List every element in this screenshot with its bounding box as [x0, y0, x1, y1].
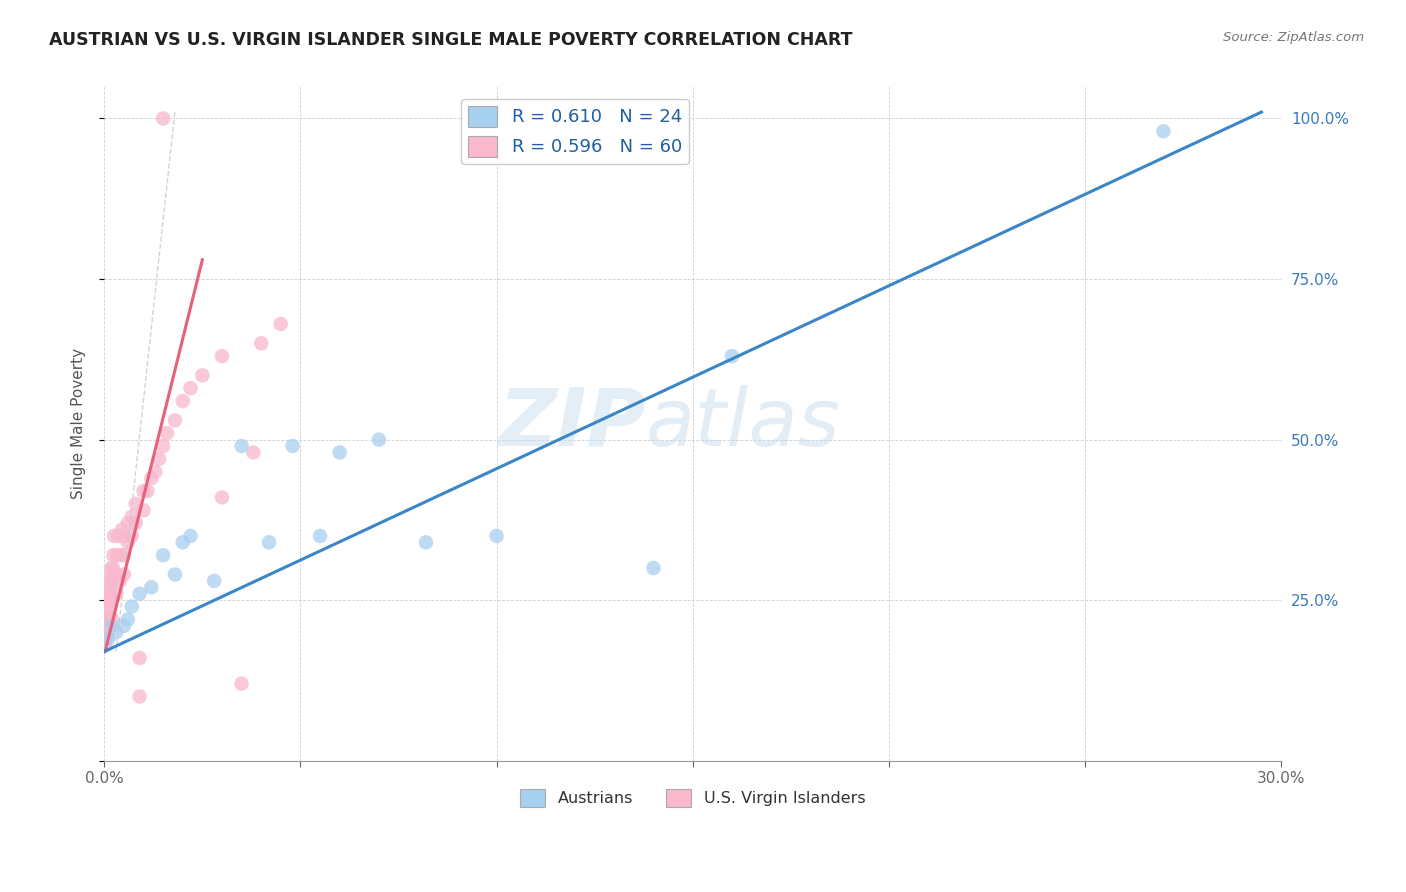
Point [211, 349, 233, 363]
Point [128, 690, 150, 704]
Point [112, 567, 135, 582]
Point [101, 574, 124, 588]
Point [163, 413, 186, 427]
Y-axis label: Single Male Poverty: Single Male Poverty [72, 348, 86, 500]
Point [281, 439, 304, 453]
Point [309, 529, 332, 543]
Point [191, 368, 214, 383]
Point [117, 612, 139, 626]
Point [152, 548, 174, 562]
Text: atlas: atlas [645, 384, 841, 463]
Point [98, 587, 121, 601]
Text: AUSTRIAN VS U.S. VIRGIN ISLANDER SINGLE MALE POVERTY CORRELATION CHART: AUSTRIAN VS U.S. VIRGIN ISLANDER SINGLE … [49, 31, 852, 49]
Point [103, 548, 125, 562]
Point [643, 561, 665, 575]
Point [101, 561, 124, 575]
Point [108, 548, 131, 562]
Point [117, 516, 139, 530]
Point [96, 625, 118, 640]
Point [163, 567, 186, 582]
Point [107, 529, 129, 543]
Point [250, 336, 273, 351]
Point [97, 632, 120, 646]
Point [121, 509, 143, 524]
Point [101, 612, 124, 626]
Point [100, 561, 122, 575]
Point [111, 523, 134, 537]
Point [101, 593, 124, 607]
Point [124, 516, 146, 530]
Point [105, 548, 128, 562]
Point [121, 529, 143, 543]
Point [180, 529, 202, 543]
Point [128, 587, 150, 601]
Point [97, 606, 120, 620]
Point [105, 567, 128, 582]
Point [180, 381, 202, 395]
Point [96, 625, 118, 640]
Point [231, 676, 253, 690]
Point [97, 599, 120, 614]
Point [415, 535, 437, 549]
Point [172, 394, 194, 409]
Point [202, 574, 225, 588]
Point [97, 593, 120, 607]
Point [128, 651, 150, 665]
Point [367, 433, 389, 447]
Point [143, 465, 166, 479]
Point [96, 612, 118, 626]
Point [112, 619, 135, 633]
Text: ZIP: ZIP [498, 384, 645, 463]
Point [121, 599, 143, 614]
Point [108, 574, 131, 588]
Point [329, 445, 352, 459]
Point [211, 491, 233, 505]
Point [1152, 124, 1174, 138]
Point [132, 483, 155, 498]
Point [103, 529, 125, 543]
Point [105, 587, 128, 601]
Point [100, 574, 122, 588]
Point [152, 112, 174, 126]
Point [485, 529, 508, 543]
Point [257, 535, 280, 549]
Point [98, 580, 121, 594]
Point [156, 426, 179, 441]
Point [132, 503, 155, 517]
Point [112, 548, 135, 562]
Point [100, 567, 122, 582]
Point [152, 439, 174, 453]
Point [124, 497, 146, 511]
Point [148, 451, 170, 466]
Point [231, 439, 253, 453]
Point [141, 580, 163, 594]
Point [172, 535, 194, 549]
Point [101, 619, 124, 633]
Point [94, 632, 117, 646]
Point [270, 317, 292, 331]
Text: Source: ZipAtlas.com: Source: ZipAtlas.com [1223, 31, 1364, 45]
Point [94, 638, 117, 652]
Point [136, 483, 159, 498]
Point [105, 625, 128, 640]
Point [117, 535, 139, 549]
Point [242, 445, 264, 459]
Point [97, 612, 120, 626]
Point [98, 587, 121, 601]
Point [141, 471, 163, 485]
Point [112, 529, 135, 543]
Point [96, 619, 118, 633]
Legend: Austrians, U.S. Virgin Islanders: Austrians, U.S. Virgin Islanders [513, 782, 872, 814]
Point [94, 632, 117, 646]
Point [721, 349, 744, 363]
Point [98, 593, 121, 607]
